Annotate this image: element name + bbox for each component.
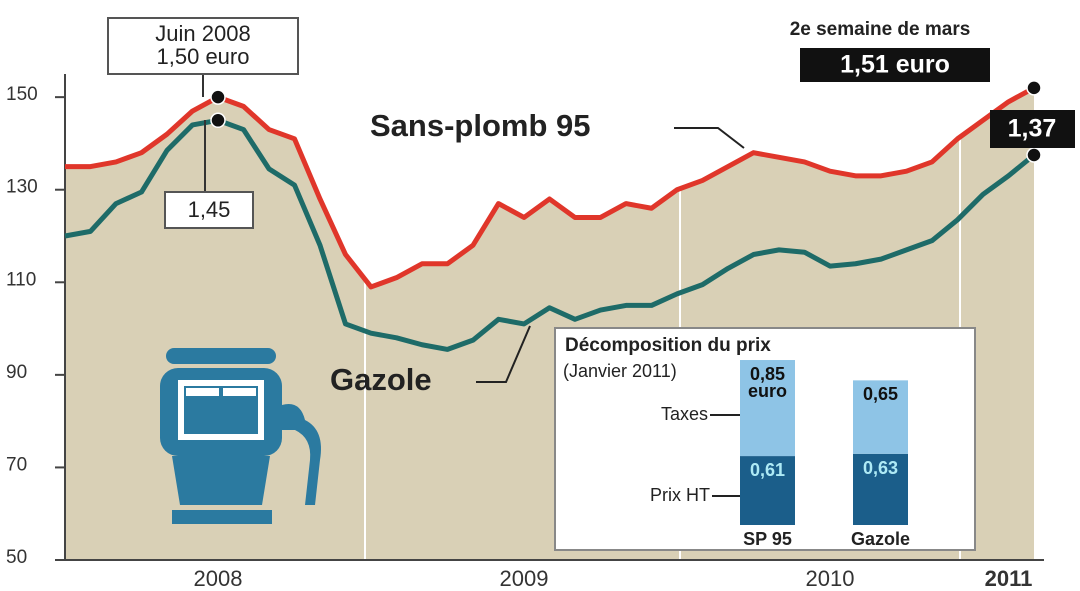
bar-segment [853,380,908,454]
value-label: 0,61 [749,460,786,481]
annotation: 1,45 [188,197,231,222]
y-tick-label: 150 [6,84,38,105]
y-tick-label: 50 [6,547,27,568]
x-tick-label: SP 95 [743,529,792,549]
bar-segment [740,360,795,457]
x-tick-label: 2010 [806,566,855,591]
annotation: 1,51 euro [840,51,950,79]
inset-subtitle: (Janvier 2011) [563,361,677,381]
value-label: 0,85 euro [747,364,787,402]
bar-segment [740,456,795,525]
value-label: 0,65 [862,384,899,405]
x-tick-label: Gazole [851,529,910,549]
point [1026,147,1042,163]
x-tick-label: 2008 [194,566,243,591]
y-tick-label: 90 [6,362,27,383]
point [210,89,226,105]
annotation: 1,37 [1008,115,1057,143]
leader [674,127,745,149]
series-label: Gazole [330,362,432,397]
annotation-box [164,191,254,229]
y-tick-label: 130 [6,177,38,198]
point [210,112,226,129]
annotation: 2e semaine de mars [790,19,971,40]
legend-label: Taxes [661,404,708,424]
pump-icon [160,348,321,524]
line [64,117,1036,352]
bar-segment [853,453,908,525]
x-tick-label: 2009 [500,566,549,591]
y-tick-label: 70 [6,454,27,475]
legend-label: Prix HT [650,485,710,505]
annotation-box [800,48,990,82]
inset-title: Décomposition du prix [565,335,771,356]
point [1026,80,1042,96]
annotation: Juin 2008 [155,21,250,46]
line [65,85,1036,290]
annotation-box [990,110,1075,148]
leader [476,325,531,383]
x-tick-label: 2011 [985,566,1033,591]
value-label: 0,63 [862,457,899,478]
annotation: 1,50 euro [157,44,250,69]
annotation-box [107,17,299,75]
series-label: Sans-plomb 95 [370,108,591,143]
y-tick-label: 110 [6,269,36,290]
